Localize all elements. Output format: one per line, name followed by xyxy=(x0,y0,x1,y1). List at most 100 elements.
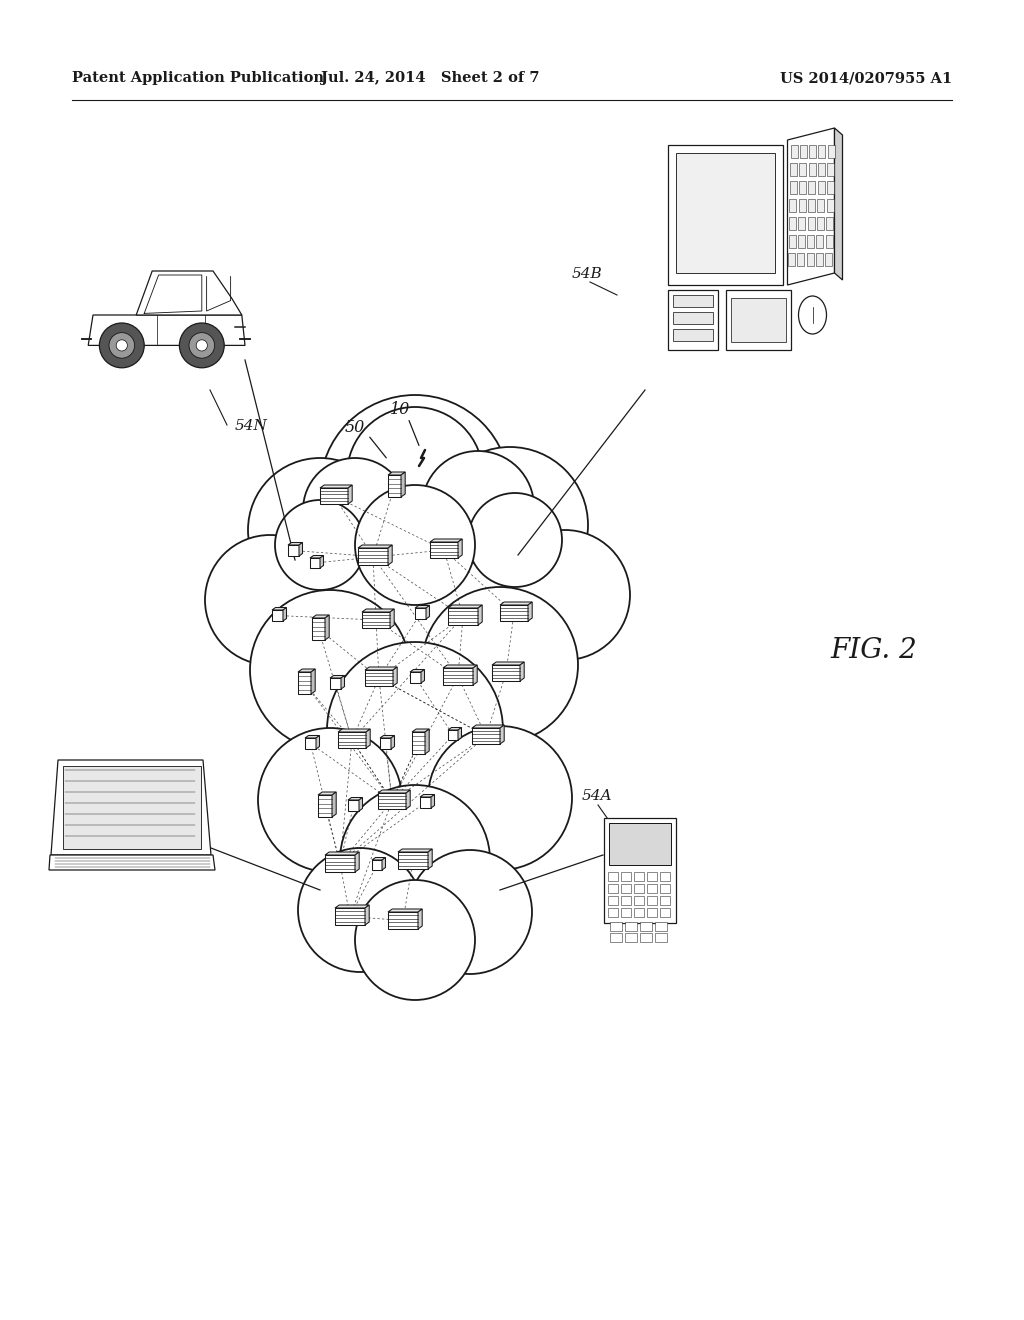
Circle shape xyxy=(258,729,402,873)
Polygon shape xyxy=(449,609,478,624)
Polygon shape xyxy=(817,199,824,213)
Circle shape xyxy=(109,333,134,358)
Circle shape xyxy=(248,458,392,602)
Polygon shape xyxy=(825,253,833,267)
Polygon shape xyxy=(358,548,388,565)
Polygon shape xyxy=(372,861,382,870)
Polygon shape xyxy=(406,789,411,809)
Circle shape xyxy=(327,642,503,818)
Ellipse shape xyxy=(799,296,826,334)
Circle shape xyxy=(325,500,505,680)
Polygon shape xyxy=(788,216,796,230)
Polygon shape xyxy=(425,729,429,754)
Polygon shape xyxy=(798,235,805,248)
Polygon shape xyxy=(528,602,532,620)
Circle shape xyxy=(197,339,208,351)
Polygon shape xyxy=(330,678,341,689)
Polygon shape xyxy=(348,484,352,504)
Circle shape xyxy=(319,395,510,585)
Polygon shape xyxy=(401,473,406,498)
Bar xyxy=(625,932,637,941)
Circle shape xyxy=(275,500,365,590)
Polygon shape xyxy=(790,181,797,194)
Polygon shape xyxy=(426,606,429,619)
Bar xyxy=(610,932,622,941)
Polygon shape xyxy=(472,729,500,744)
Polygon shape xyxy=(272,607,287,610)
Polygon shape xyxy=(298,672,311,694)
Bar xyxy=(676,153,774,273)
Polygon shape xyxy=(366,729,371,748)
Polygon shape xyxy=(305,738,316,748)
Bar xyxy=(621,883,631,892)
Polygon shape xyxy=(319,488,348,504)
Polygon shape xyxy=(449,727,462,730)
Bar xyxy=(668,145,782,285)
Polygon shape xyxy=(319,484,352,488)
Bar xyxy=(660,908,670,916)
Text: 54C: 54C xyxy=(62,774,93,788)
Polygon shape xyxy=(388,912,418,929)
Polygon shape xyxy=(310,558,319,568)
Polygon shape xyxy=(458,727,462,741)
Polygon shape xyxy=(809,162,816,176)
Polygon shape xyxy=(316,735,319,748)
Polygon shape xyxy=(500,602,532,605)
Text: 50: 50 xyxy=(345,420,366,437)
Polygon shape xyxy=(378,793,406,809)
Polygon shape xyxy=(312,618,325,640)
Polygon shape xyxy=(799,181,806,194)
Circle shape xyxy=(428,726,572,870)
Bar xyxy=(673,312,713,323)
Bar xyxy=(634,871,644,880)
Polygon shape xyxy=(305,735,319,738)
Polygon shape xyxy=(325,851,359,855)
Polygon shape xyxy=(816,235,823,248)
Bar xyxy=(655,932,667,941)
Circle shape xyxy=(205,535,335,665)
Polygon shape xyxy=(325,855,355,873)
Polygon shape xyxy=(799,199,806,213)
Circle shape xyxy=(355,484,475,605)
Polygon shape xyxy=(443,668,473,685)
Polygon shape xyxy=(500,725,504,744)
Polygon shape xyxy=(827,181,834,194)
Polygon shape xyxy=(418,909,422,929)
Bar xyxy=(660,895,670,904)
Bar xyxy=(604,817,676,923)
Polygon shape xyxy=(318,792,336,795)
Polygon shape xyxy=(398,851,428,869)
Polygon shape xyxy=(380,735,394,738)
Polygon shape xyxy=(380,738,391,748)
Polygon shape xyxy=(449,605,482,609)
Bar xyxy=(610,921,622,931)
Polygon shape xyxy=(365,667,397,671)
Bar xyxy=(725,290,791,350)
Bar xyxy=(63,766,201,849)
Polygon shape xyxy=(311,669,315,694)
Bar xyxy=(640,921,652,931)
Polygon shape xyxy=(420,797,431,808)
Polygon shape xyxy=(283,607,287,620)
Polygon shape xyxy=(827,145,835,158)
Circle shape xyxy=(340,785,490,935)
Polygon shape xyxy=(478,605,482,624)
Polygon shape xyxy=(359,797,362,810)
Polygon shape xyxy=(335,906,370,908)
Polygon shape xyxy=(800,162,807,176)
Bar xyxy=(625,921,637,931)
Polygon shape xyxy=(365,671,393,686)
Polygon shape xyxy=(398,849,432,851)
Text: Jul. 24, 2014   Sheet 2 of 7: Jul. 24, 2014 Sheet 2 of 7 xyxy=(321,71,540,84)
Polygon shape xyxy=(790,199,797,213)
Bar xyxy=(608,908,618,916)
Circle shape xyxy=(408,850,532,974)
Text: 54B: 54B xyxy=(572,267,603,281)
Text: Patent Application Publication: Patent Application Publication xyxy=(72,71,324,84)
Polygon shape xyxy=(325,615,329,640)
Circle shape xyxy=(99,323,144,368)
Text: 10: 10 xyxy=(390,401,411,418)
Polygon shape xyxy=(800,145,807,158)
Bar xyxy=(647,895,657,904)
Polygon shape xyxy=(415,606,429,609)
